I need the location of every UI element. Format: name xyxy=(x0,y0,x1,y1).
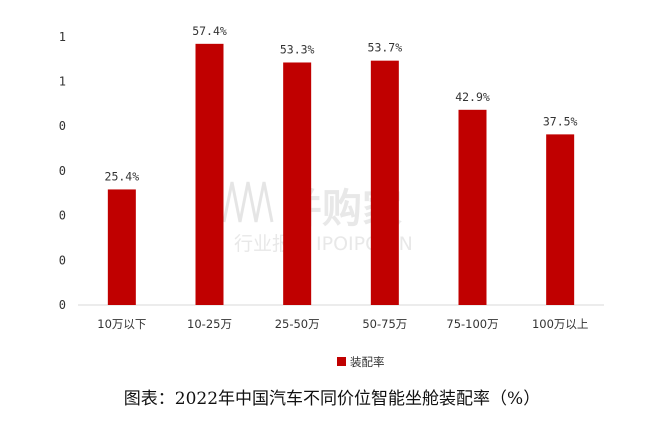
y-tick-label: 0 xyxy=(59,253,66,267)
legend-swatch xyxy=(337,357,346,366)
y-tick-label: 1 xyxy=(59,30,66,44)
category-label: 100万以上 xyxy=(532,317,588,331)
chart-caption: 图表：2022年中国汽车不同价位智能坐舱装配率（%） xyxy=(123,389,541,409)
data-label: 53.3% xyxy=(280,42,315,56)
category-label: 75-100万 xyxy=(446,317,498,331)
bar xyxy=(195,43,224,305)
bars xyxy=(107,43,575,306)
y-axis-ticks: 0 0 0 0 0 1 1 xyxy=(59,30,66,312)
bar xyxy=(546,134,575,305)
legend: 装配率 xyxy=(337,355,385,369)
bar xyxy=(107,189,136,305)
data-label: 57.4% xyxy=(192,24,227,38)
y-tick-label: 0 xyxy=(59,209,66,223)
watermark-subtitle: 行业报告 IPOIPO.CN xyxy=(234,233,413,255)
data-labels: 25.4% 57.4% 53.3% 53.7% 42.9% 37.5% xyxy=(105,24,578,184)
data-label: 42.9% xyxy=(455,90,490,104)
y-tick-label: 0 xyxy=(59,119,66,133)
y-tick-label: 0 xyxy=(59,164,66,178)
bar xyxy=(283,62,312,305)
data-label: 53.7% xyxy=(368,41,403,55)
category-label: 10万以下 xyxy=(97,317,146,331)
data-label: 37.5% xyxy=(543,114,578,128)
category-label: 10-25万 xyxy=(187,317,232,331)
category-label: 50-75万 xyxy=(362,317,407,331)
y-tick-label: 0 xyxy=(59,298,66,312)
legend-label: 装配率 xyxy=(350,355,385,369)
category-label: 25-50万 xyxy=(275,317,320,331)
bar xyxy=(458,109,487,306)
data-label: 25.4% xyxy=(105,169,140,183)
bar xyxy=(370,60,399,305)
watermark-logo-icon xyxy=(222,181,274,223)
category-labels: 10万以下 10-25万 25-50万 50-75万 75-100万 100万以上 xyxy=(97,317,588,331)
y-tick-label: 1 xyxy=(59,75,66,89)
